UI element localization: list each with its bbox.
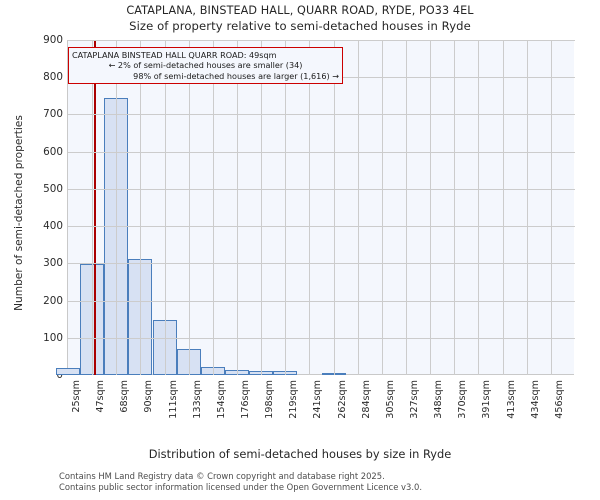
x-axis-tick: 47sqm bbox=[95, 380, 107, 413]
gridline-vertical bbox=[261, 40, 262, 375]
x-axis-tick: 391sqm bbox=[481, 380, 493, 419]
x-axis-tick: 133sqm bbox=[191, 380, 203, 419]
x-axis-label: Distribution of semi-detached houses by … bbox=[148, 447, 452, 461]
histogram-bar bbox=[176, 348, 201, 375]
x-axis-tick: 348sqm bbox=[433, 380, 445, 419]
gridline-horizontal bbox=[68, 263, 575, 265]
histogram-bar bbox=[321, 373, 346, 375]
y-axis-tick-labels: 0 100 200 300 400 500 600 700 800 900 bbox=[0, 0, 63, 500]
gridline-vertical bbox=[406, 40, 407, 375]
histogram-bar bbox=[152, 319, 177, 375]
gridline-vertical bbox=[478, 40, 479, 375]
gridline-vertical bbox=[165, 40, 166, 375]
histogram-bar bbox=[200, 366, 225, 375]
y-axis-tick: 700 bbox=[43, 108, 63, 121]
annotation-line-larger: 98% of semi-detached houses are larger (… bbox=[133, 70, 339, 81]
gridline-horizontal bbox=[68, 300, 575, 302]
bar-series bbox=[55, 40, 575, 375]
gridline-vertical bbox=[551, 40, 552, 375]
y-axis-tick: 900 bbox=[43, 34, 63, 46]
x-axis-tick: 25sqm bbox=[71, 380, 82, 413]
gridline-vertical bbox=[213, 40, 214, 375]
gridline-vertical bbox=[116, 40, 117, 375]
y-axis-tick: 800 bbox=[43, 71, 63, 84]
x-axis-tick: 90sqm bbox=[143, 380, 155, 413]
annotation-line-address: CATAPLANA BINSTEAD HALL QUARR ROAD: 49sq… bbox=[72, 50, 277, 60]
y-axis-tick: 400 bbox=[43, 220, 63, 233]
gridline-vertical bbox=[454, 40, 455, 375]
x-axis-tick: 413sqm bbox=[505, 380, 517, 419]
footer-line-2: Contains public sector information licen… bbox=[59, 481, 422, 492]
gridline-vertical bbox=[189, 40, 190, 375]
x-axis-tick: 176sqm bbox=[240, 380, 251, 419]
gridline-vertical bbox=[503, 40, 504, 375]
x-axis-tick: 219sqm bbox=[288, 380, 300, 419]
gridline-horizontal bbox=[68, 337, 575, 339]
gridline-horizontal bbox=[68, 40, 575, 41]
footer-line-1: Contains HM Land Registry data © Crown c… bbox=[59, 471, 385, 481]
gridline-vertical bbox=[527, 40, 528, 375]
x-axis-tick: 434sqm bbox=[529, 380, 541, 419]
x-axis-tick: 241sqm bbox=[312, 380, 324, 419]
y-axis-tick: 300 bbox=[43, 257, 63, 270]
gridline-vertical bbox=[92, 40, 93, 375]
histogram-bar bbox=[55, 367, 81, 375]
gridline-vertical bbox=[382, 40, 383, 375]
x-axis-tick: 370sqm bbox=[457, 380, 469, 419]
gridline-vertical bbox=[334, 40, 335, 375]
x-axis-tick: 305sqm bbox=[384, 380, 396, 419]
annotation-box: CATAPLANA BINSTEAD HALL QUARR ROAD: 49sq… bbox=[68, 47, 343, 85]
gridline-horizontal bbox=[68, 114, 575, 116]
x-axis-tick: 154sqm bbox=[215, 380, 227, 419]
y-axis-tick: 200 bbox=[43, 294, 63, 307]
x-axis-tick: 456sqm bbox=[553, 380, 565, 419]
gridline-vertical bbox=[358, 40, 359, 375]
y-axis-label: Number of semi-detached properties bbox=[13, 115, 25, 311]
x-axis-tick: 327sqm bbox=[409, 380, 420, 419]
gridline-vertical bbox=[309, 40, 310, 375]
plot-area bbox=[55, 40, 575, 375]
gridline-vertical bbox=[430, 40, 431, 375]
chart-title-address: CATAPLANA, BINSTEAD HALL, QUARR ROAD, RY… bbox=[126, 4, 474, 17]
y-axis-tick: 100 bbox=[43, 331, 63, 344]
chart-title-block: CATAPLANA, BINSTEAD HALL, QUARR ROAD, RY… bbox=[0, 3, 600, 34]
gridline-vertical bbox=[237, 40, 238, 375]
gridline-vertical bbox=[285, 40, 286, 375]
chart-title-subtitle: Size of property relative to semi-detach… bbox=[129, 19, 471, 33]
histogram-bar bbox=[224, 370, 250, 375]
property-marker-line bbox=[94, 40, 97, 375]
x-axis-tick: 284sqm bbox=[360, 380, 372, 419]
gridline-horizontal bbox=[68, 226, 575, 228]
gridline-horizontal bbox=[68, 188, 575, 190]
x-axis-tick: 262sqm bbox=[336, 380, 348, 419]
x-axis-tick: 198sqm bbox=[264, 380, 276, 419]
y-axis-tick: 0 bbox=[56, 369, 63, 381]
y-axis-tick: 500 bbox=[43, 182, 63, 195]
gridline-horizontal bbox=[68, 151, 575, 153]
gridline-vertical bbox=[140, 40, 141, 375]
x-axis-tick: 111sqm bbox=[167, 380, 179, 419]
x-axis-tick: 68sqm bbox=[119, 380, 131, 413]
footer-attribution: Contains HM Land Registry data © Crown c… bbox=[59, 471, 422, 492]
y-axis-tick: 600 bbox=[43, 145, 63, 158]
annotation-line-smaller: ← 2% of semi-detached houses are smaller… bbox=[108, 60, 303, 71]
